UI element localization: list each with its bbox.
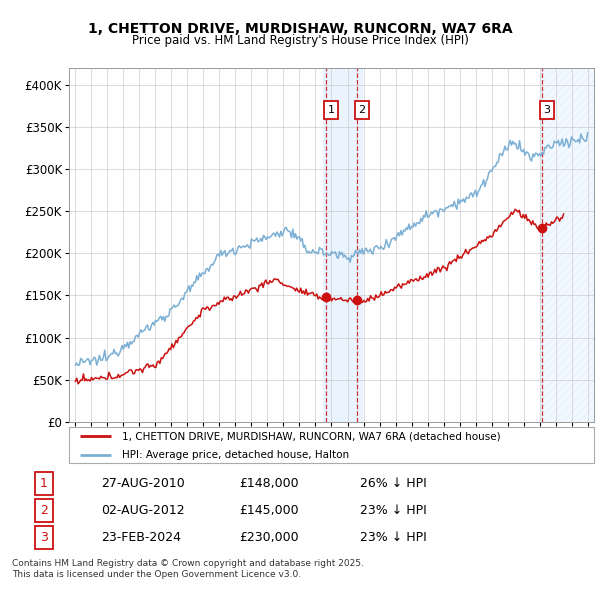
- Text: 23-FEB-2024: 23-FEB-2024: [101, 532, 181, 545]
- Text: £148,000: £148,000: [239, 477, 299, 490]
- Text: 23% ↓ HPI: 23% ↓ HPI: [361, 532, 427, 545]
- Text: 3: 3: [40, 532, 47, 545]
- Text: 27-AUG-2010: 27-AUG-2010: [101, 477, 185, 490]
- Text: Price paid vs. HM Land Registry's House Price Index (HPI): Price paid vs. HM Land Registry's House …: [131, 34, 469, 47]
- Text: 1: 1: [40, 477, 47, 490]
- Text: 2: 2: [40, 504, 47, 517]
- Text: 2: 2: [358, 105, 365, 115]
- Text: 1, CHETTON DRIVE, MURDISHAW, RUNCORN, WA7 6RA (detached house): 1, CHETTON DRIVE, MURDISHAW, RUNCORN, WA…: [121, 431, 500, 441]
- Text: £145,000: £145,000: [239, 504, 299, 517]
- Text: 23% ↓ HPI: 23% ↓ HPI: [361, 504, 427, 517]
- Text: 26% ↓ HPI: 26% ↓ HPI: [361, 477, 427, 490]
- Bar: [539, 68, 594, 422]
- Text: 02-AUG-2012: 02-AUG-2012: [101, 504, 185, 517]
- Text: Contains HM Land Registry data © Crown copyright and database right 2025.
This d: Contains HM Land Registry data © Crown c…: [12, 559, 364, 579]
- Text: HPI: Average price, detached house, Halton: HPI: Average price, detached house, Halt…: [121, 450, 349, 460]
- Text: £230,000: £230,000: [239, 532, 299, 545]
- Bar: [323, 68, 362, 422]
- Text: 1, CHETTON DRIVE, MURDISHAW, RUNCORN, WA7 6RA: 1, CHETTON DRIVE, MURDISHAW, RUNCORN, WA…: [88, 22, 512, 36]
- Text: 3: 3: [544, 105, 550, 115]
- Text: 1: 1: [328, 105, 335, 115]
